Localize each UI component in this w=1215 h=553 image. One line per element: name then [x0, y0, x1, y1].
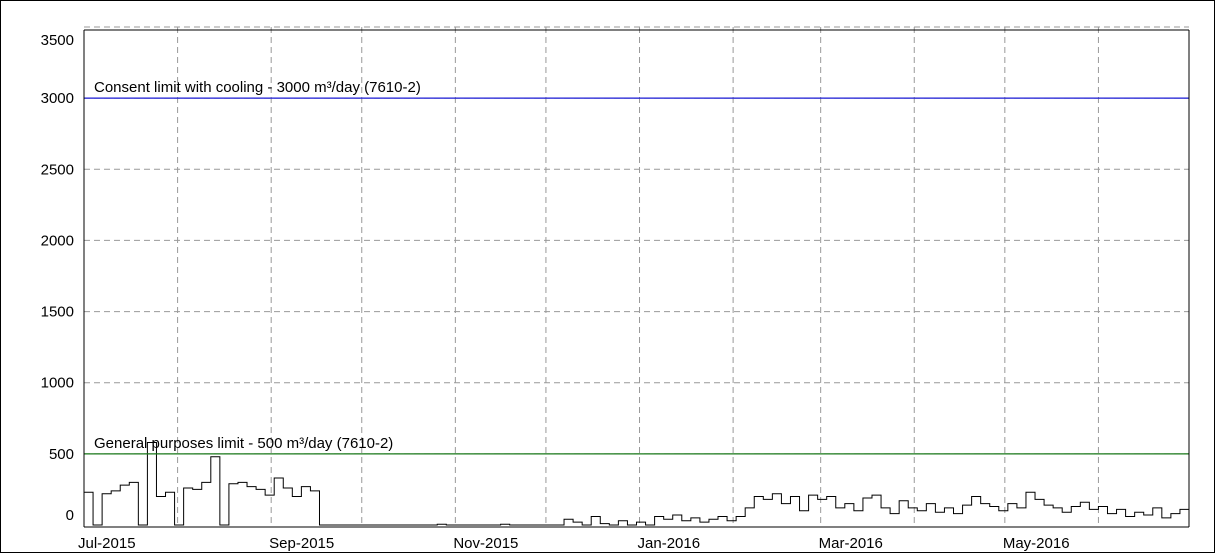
x-tick-label: May-2016 [1003, 535, 1070, 552]
limit-label: General purposes limit - 500 m³/day (761… [94, 435, 393, 452]
y-tick-label: 500 [49, 446, 74, 463]
y-tick-label: 0 [66, 507, 74, 524]
x-tick-label: Mar-2016 [819, 535, 883, 552]
step-line [83, 441, 1190, 526]
y-tick-label: 2000 [41, 232, 74, 249]
x-tick-label: Jul-2015 [78, 535, 136, 552]
x-tick-label: Jan-2016 [638, 535, 701, 552]
x-tick-label: Nov-2015 [453, 535, 518, 552]
y-tick-label: 1000 [41, 375, 74, 392]
x-tick-label: Sep-2015 [269, 535, 334, 552]
y-tick-label: 3000 [41, 90, 74, 107]
y-tick-label: 3500 [41, 32, 74, 49]
y-tick-label: 2500 [41, 161, 74, 178]
limit-label: Consent limit with cooling - 3000 m³/day… [94, 79, 421, 96]
y-tick-label: 1500 [41, 304, 74, 321]
